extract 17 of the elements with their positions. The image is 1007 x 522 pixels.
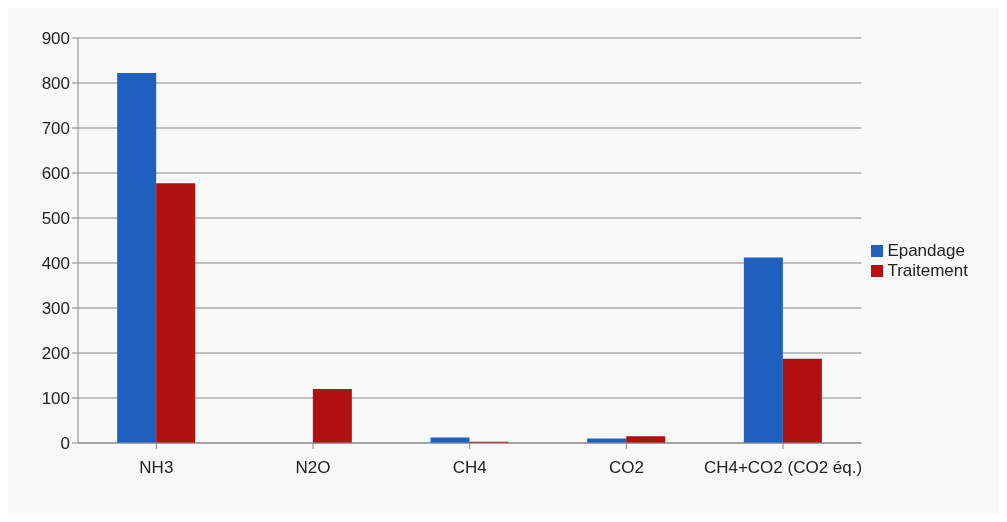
y-tick-label: 600	[41, 164, 70, 184]
y-tick-label: 700	[41, 119, 70, 139]
y-tick-label: 800	[41, 74, 70, 94]
legend-label: Epandage	[887, 240, 965, 260]
legend-label: Traitement	[887, 260, 968, 280]
x-tick-label: N2O	[295, 458, 331, 478]
x-tick-label: CO2	[608, 458, 644, 478]
x-tick-label: CH4	[452, 458, 487, 478]
y-tick-label: 100	[41, 389, 70, 409]
y-tick-label: 200	[41, 344, 70, 364]
y-tick-label: 300	[41, 299, 70, 319]
x-tick-label: NH3	[139, 458, 174, 478]
x-tick-label: CH4+CO2 (CO2 éq.)	[703, 458, 863, 478]
y-tick-label: 500	[41, 209, 70, 229]
y-tick-label: 0	[60, 434, 70, 454]
y-tick-label: 400	[41, 254, 70, 274]
y-tick-label: 900	[41, 29, 70, 49]
